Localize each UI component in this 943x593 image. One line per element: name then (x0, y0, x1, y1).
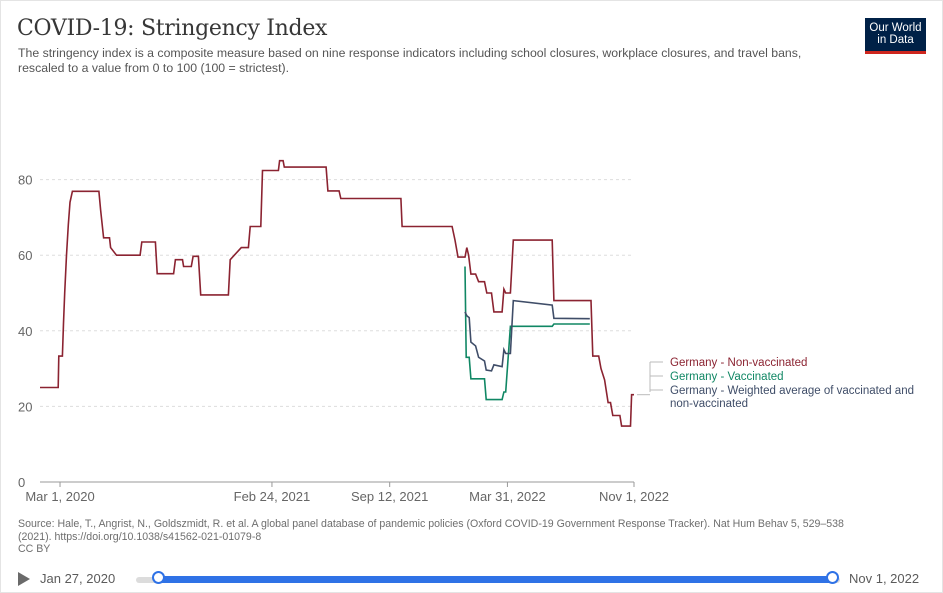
x-tick-label: Sep 12, 2021 (351, 489, 428, 504)
owid-logo[interactable]: Our World in Data (865, 18, 926, 54)
legend-label: Germany - Weighted average of vaccinated… (670, 385, 914, 410)
chart-subtitle: The stringency index is a composite meas… (18, 46, 802, 75)
legend-label: Germany - Non-vaccinated (670, 357, 807, 369)
y-tick-label: 20 (18, 399, 32, 414)
series-line (40, 159, 634, 427)
series-line (464, 266, 590, 401)
axes: 0 20 40 60 80 Mar 1, 2020 Feb 24, 2021 Sep 12, … (18, 173, 669, 504)
logo-line-1: Our World (869, 22, 922, 34)
gridlines (40, 179, 634, 407)
x-tick-label: Nov 1, 2022 (599, 489, 669, 504)
y-tick-label: 80 (18, 173, 32, 188)
series-line (464, 299, 590, 372)
series-lines (40, 159, 634, 427)
timeline-selected-range[interactable] (158, 576, 833, 583)
y-tick-label: 0 (18, 475, 25, 490)
line-chart: 0 20 40 60 80 Mar 1, 2020 Feb 24, 2021 Sep 12, … (18, 159, 914, 504)
y-tick-label: 60 (18, 248, 32, 263)
source-note: Source: Hale, T., Angrist, N., Goldszmid… (18, 518, 898, 556)
legend-label: Germany - Vaccinated (670, 371, 784, 383)
timeline-start-label: Jan 27, 2020 (40, 571, 116, 586)
source-line-2: (2021). https://doi.org/10.1038/s41562-0… (18, 530, 262, 543)
license-label: CC BY (18, 543, 51, 555)
timeline-start-handle[interactable] (152, 571, 165, 584)
y-tick-label: 40 (18, 324, 32, 339)
timeline-end-label: Nov 1, 2022 (849, 571, 920, 586)
source-line-1: Source: Hale, T., Angrist, N., Goldszmid… (18, 518, 844, 530)
chart-title: COVID-19: Stringency Index (17, 16, 328, 41)
timeline: Jan 27, 2020 Nov 1, 2022 (0, 566, 943, 593)
x-tick-label: Feb 24, 2021 (234, 489, 311, 504)
x-tick-label: Mar 1, 2020 (25, 489, 94, 504)
legend: Germany - Non-vaccinated Germany - Vaccin… (637, 357, 914, 410)
play-icon[interactable] (18, 572, 30, 586)
logo-line-2: in Data (877, 34, 914, 46)
timeline-end-handle[interactable] (826, 571, 839, 584)
x-tick-label: Mar 31, 2022 (469, 489, 546, 504)
